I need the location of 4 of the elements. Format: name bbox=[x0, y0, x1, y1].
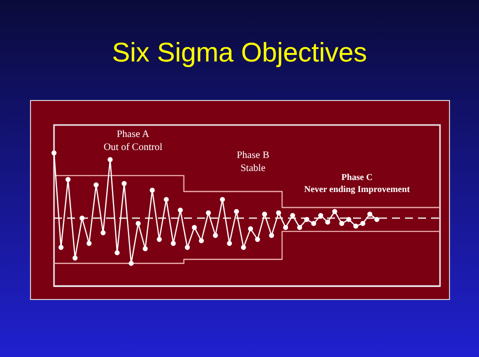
annotation: Phase A Out of Control bbox=[104, 129, 163, 153]
annotation: Phase B Stable bbox=[236, 150, 270, 174]
chart-title: Six Sigma Objectives bbox=[112, 38, 368, 68]
annotation: Phase C Never ending Improvement bbox=[304, 172, 410, 194]
